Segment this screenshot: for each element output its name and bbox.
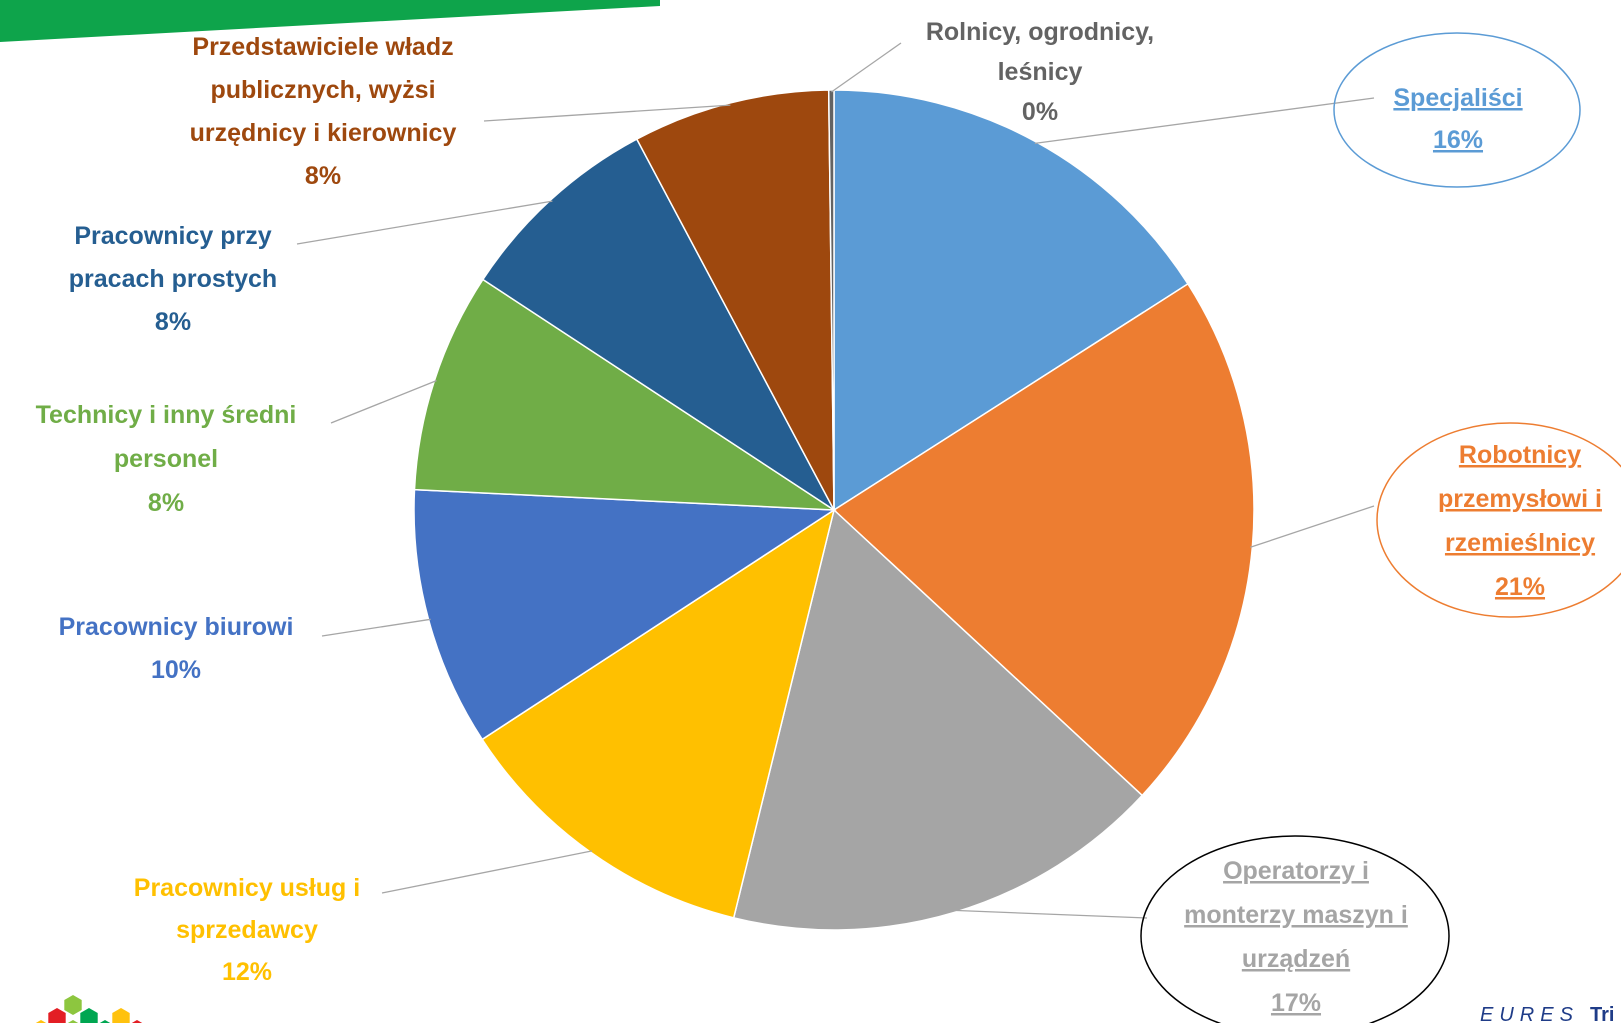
logo-cell-1: [48, 1008, 65, 1023]
slice-label-8-line-0: Rolnicy, ogrodnicy,: [926, 18, 1154, 46]
slice-label-8-line-1: leśnicy: [998, 58, 1083, 86]
brand-text-2: Tri: [1590, 1004, 1614, 1023]
leader-line-1: [1250, 506, 1374, 547]
slice-label-3-line-2: 12%: [222, 958, 272, 986]
leader-line-2: [954, 910, 1147, 918]
slice-label-8-line-2: 0%: [1022, 98, 1058, 126]
logo-icon: [32, 995, 145, 1023]
slice-label-1-line-1: przemysłowi i: [1438, 485, 1602, 513]
leader-line-4: [322, 619, 431, 636]
slice-label-7-line-1: publicznych, wyżsi: [210, 76, 435, 104]
slice-label-0-line-1: 16%: [1433, 126, 1483, 154]
slice-label-2-line-3: 17%: [1271, 989, 1321, 1017]
slice-label-7-line-2: urzędnicy i kierownicy: [190, 119, 457, 147]
slice-label-1-line-3: 21%: [1495, 573, 1545, 601]
leader-line-0: [1035, 98, 1374, 143]
slice-label-5-line-1: personel: [114, 445, 218, 473]
slice-label-4-line-0: Pracownicy biurowi: [59, 613, 294, 641]
logo-cell-0: [64, 995, 81, 1015]
slice-label-5-line-2: 8%: [148, 489, 184, 517]
logo-cell-2: [80, 1008, 97, 1023]
slice-label-2-line-0: Operatorzy i: [1223, 857, 1369, 885]
slice-label-4-line-1: 10%: [151, 656, 201, 684]
slice-label-0-line-0: Specjaliści: [1393, 84, 1522, 112]
slice-label-7-line-0: Przedstawiciele władz: [192, 33, 453, 61]
slice-label-2-line-2: urządzeń: [1242, 945, 1350, 973]
slice-label-6-line-0: Pracownicy przy: [74, 222, 271, 250]
slice-label-2-line-1: monterzy maszyn i: [1184, 901, 1408, 929]
leader-line-8: [831, 43, 901, 92]
slice-label-6-line-2: 8%: [155, 308, 191, 336]
slice-label-6-line-1: pracach prostych: [69, 265, 277, 293]
slice-label-3-line-0: Pracownicy usług i: [134, 874, 360, 902]
brand-text: EURES: [1480, 1004, 1579, 1023]
pie-slices: [414, 90, 1254, 930]
logo-cell-6: [112, 1008, 129, 1023]
slice-label-3-line-1: sprzedawcy: [176, 916, 318, 944]
slice-label-1-line-0: Robotnicy: [1459, 441, 1581, 469]
leader-line-5: [331, 381, 437, 423]
slice-label-5-line-0: Technicy i inny średni: [36, 401, 297, 429]
slice-label-7-line-3: 8%: [305, 162, 341, 190]
leader-line-3: [382, 851, 592, 893]
slice-label-1-line-2: rzemieślnicy: [1445, 529, 1595, 557]
